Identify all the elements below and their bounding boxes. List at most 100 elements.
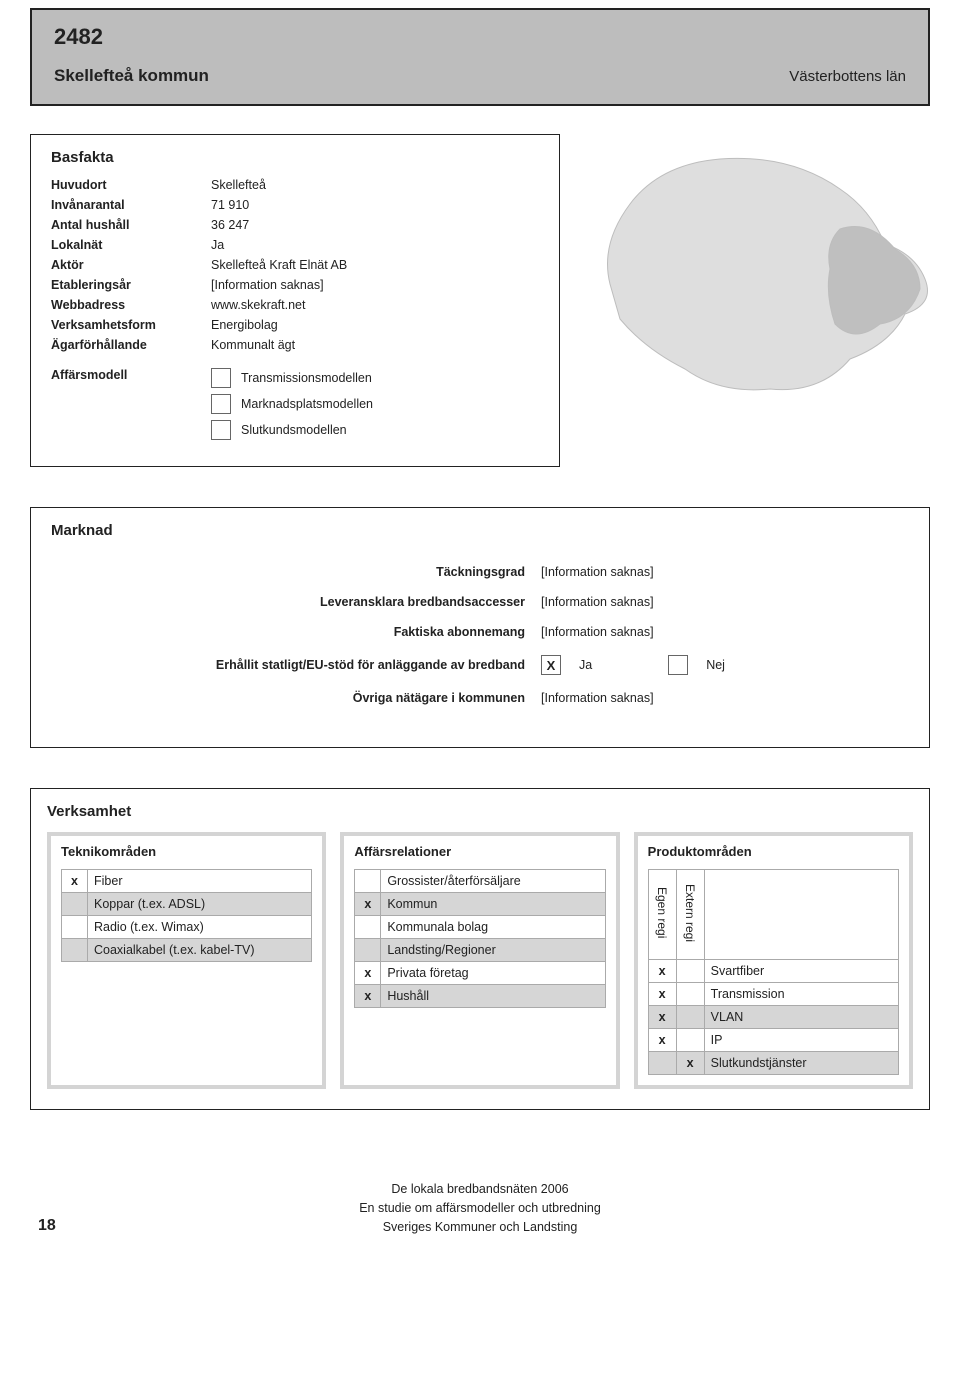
footer-line1: De lokala bredbandsnäten 2006	[30, 1180, 930, 1199]
teknik-check	[62, 893, 88, 916]
produkt-label: VLAN	[704, 1006, 898, 1029]
affrel-label: Privata företag	[381, 962, 605, 985]
basfakta-key: Verksamhetsform	[51, 318, 211, 332]
stod-nej-checkbox	[668, 655, 688, 675]
marknad-label: Täckningsgrad	[51, 565, 541, 579]
municipality-code: 2482	[54, 24, 906, 50]
basfakta-row: HuvudortSkellefteå	[51, 178, 539, 192]
produkt-egen-check: x	[648, 983, 676, 1006]
stod-ja-label: Ja	[579, 658, 592, 672]
basfakta-value: www.skekraft.net	[211, 298, 539, 312]
marknad-row: Täckningsgrad[Information saknas]	[51, 565, 909, 579]
affarsmodell-label-text: Slutkundsmodellen	[241, 423, 347, 437]
stod-label: Erhållit statligt/EU-stöd för anläggande…	[51, 658, 541, 672]
teknik-row: Radio (t.ex. Wimax)	[62, 916, 312, 939]
stod-ja-checkbox: X	[541, 655, 561, 675]
region-map-svg	[590, 134, 930, 434]
basfakta-key: Lokalnät	[51, 238, 211, 252]
marknad-label: Leveransklara bredbandsaccesser	[51, 595, 541, 609]
basfakta-key: Ägarförhållande	[51, 338, 211, 352]
affrel-check	[355, 939, 381, 962]
affarsmodell-checkbox	[211, 394, 231, 414]
affrel-label: Kommun	[381, 893, 605, 916]
affrel-row: xKommun	[355, 893, 605, 916]
produkt-extern-check: x	[676, 1052, 704, 1075]
produkt-panel: Produktområden Egen regiExtern regixSvar…	[634, 832, 913, 1089]
teknik-check	[62, 916, 88, 939]
affarsmodell-checkbox	[211, 368, 231, 388]
produkt-egen-check: x	[648, 1006, 676, 1029]
affrel-label: Kommunala bolag	[381, 916, 605, 939]
affarsmodell-checkbox	[211, 420, 231, 440]
basfakta-key: Antal hushåll	[51, 218, 211, 232]
teknik-title: Teknikområden	[61, 844, 312, 859]
basfakta-key: Invånarantal	[51, 198, 211, 212]
region-name: Västerbottens län	[789, 68, 906, 85]
produkt-row: xTransmission	[648, 983, 898, 1006]
basfakta-value: 71 910	[211, 198, 539, 212]
affarsmodell-item: Marknadsplatsmodellen	[211, 394, 539, 414]
produkt-row: x IP	[648, 1029, 898, 1052]
produkt-extern-check	[676, 960, 704, 983]
basfakta-row: Etableringsår[Information saknas]	[51, 278, 539, 292]
produkt-egen-check: x	[648, 960, 676, 983]
affrel-label: Hushåll	[381, 985, 605, 1008]
affrel-label: Grossister/återförsäljare	[381, 870, 605, 893]
affrel-row: xPrivata företag	[355, 962, 605, 985]
affrel-panel: Affärsrelationer Grossister/återförsälja…	[340, 832, 619, 1089]
basfakta-row: ÄgarförhållandeKommunalt ägt	[51, 338, 539, 352]
basfakta-key: Aktör	[51, 258, 211, 272]
affrel-row: xHushåll	[355, 985, 605, 1008]
teknik-row: Koppar (t.ex. ADSL)	[62, 893, 312, 916]
teknik-label: Fiber	[88, 870, 312, 893]
basfakta-title: Basfakta	[51, 149, 539, 166]
basfakta-key: Webbadress	[51, 298, 211, 312]
page-footer: De lokala bredbandsnäten 2006 En studie …	[30, 1180, 930, 1236]
teknik-panel: Teknikområden xFiberKoppar (t.ex. ADSL)R…	[47, 832, 326, 1089]
affarsmodell-label-text: Transmissionsmodellen	[241, 371, 372, 385]
affrel-check	[355, 916, 381, 939]
marknad-value: [Information saknas]	[541, 595, 909, 609]
affarsmodell-item: Slutkundsmodellen	[211, 420, 539, 440]
basfakta-row: Antal hushåll36 247	[51, 218, 539, 232]
basfakta-row: LokalnätJa	[51, 238, 539, 252]
ovriga-value: [Information saknas]	[541, 691, 909, 705]
affrel-title: Affärsrelationer	[354, 844, 605, 859]
marknad-title: Marknad	[51, 522, 909, 539]
basfakta-value: Ja	[211, 238, 539, 252]
teknik-row: xFiber	[62, 870, 312, 893]
affrel-row: Landsting/Regioner	[355, 939, 605, 962]
affarsmodell-label: Affärsmodell	[51, 368, 211, 446]
produkt-extern-check	[676, 1006, 704, 1029]
teknik-label: Coaxialkabel (t.ex. kabel-TV)	[88, 939, 312, 962]
basfakta-row: AktörSkellefteå Kraft Elnät AB	[51, 258, 539, 272]
marknad-panel: Marknad Täckningsgrad[Information saknas…	[30, 507, 930, 748]
produkt-header-row: Egen regiExtern regi	[648, 870, 898, 960]
affrel-row: Grossister/återförsäljare	[355, 870, 605, 893]
produkt-title: Produktområden	[648, 844, 899, 859]
produkt-egen-check: x	[648, 1029, 676, 1052]
produkt-label: Slutkundstjänster	[704, 1052, 898, 1075]
produkt-row: xSvartfiber	[648, 960, 898, 983]
basfakta-row: Invånarantal71 910	[51, 198, 539, 212]
verksamhet-panel: Verksamhet Teknikområden xFiberKoppar (t…	[30, 788, 930, 1110]
affrel-check: x	[355, 962, 381, 985]
page-number: 18	[38, 1214, 56, 1238]
produkt-extern-check	[676, 1029, 704, 1052]
basfakta-value: Energibolag	[211, 318, 539, 332]
marknad-value: [Information saknas]	[541, 625, 909, 639]
teknik-check	[62, 939, 88, 962]
footer-line2: En studie om affärsmodeller och utbredni…	[30, 1199, 930, 1218]
municipality-name: Skellefteå kommun	[54, 66, 209, 86]
teknik-label: Koppar (t.ex. ADSL)	[88, 893, 312, 916]
affarsmodell-label-text: Marknadsplatsmodellen	[241, 397, 373, 411]
teknik-check: x	[62, 870, 88, 893]
produkt-label: IP	[704, 1029, 898, 1052]
stod-nej-label: Nej	[706, 658, 725, 672]
marknad-value: [Information saknas]	[541, 565, 909, 579]
map-area	[590, 134, 930, 467]
teknik-label: Radio (t.ex. Wimax)	[88, 916, 312, 939]
basfakta-value: Skellefteå Kraft Elnät AB	[211, 258, 539, 272]
affrel-check: x	[355, 893, 381, 916]
produkt-egen-check	[648, 1052, 676, 1075]
